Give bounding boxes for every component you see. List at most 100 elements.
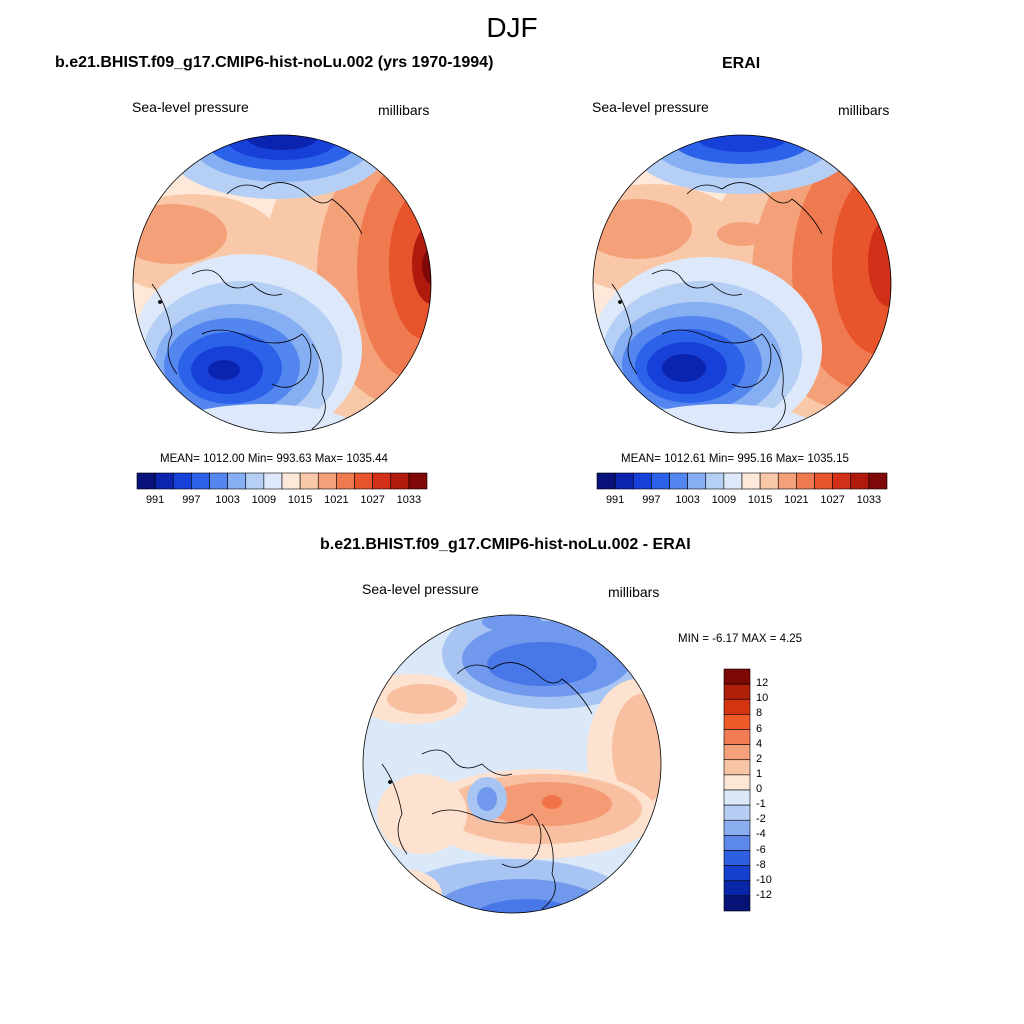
diff-colorbar-label: -12 <box>756 888 772 901</box>
model-colorbar-label: 997 <box>182 494 201 506</box>
diff-colorbar-swatch <box>723 880 751 897</box>
obs-colorbar-swatch <box>687 472 707 490</box>
obs-colorbar-label: 1033 <box>856 494 882 506</box>
obs-field-label: Sea-level pressure <box>592 99 709 115</box>
diff-colorbar-label: -1 <box>756 798 766 811</box>
obs-colorbar-swatch <box>669 472 688 490</box>
obs-colorbar-swatch <box>850 472 870 490</box>
model-stats: MEAN= 1012.00 Min= 993.63 Max= 1035.44 <box>160 453 388 465</box>
model-units-label: millibars <box>378 102 430 118</box>
diff-colorbar-label: 4 <box>756 737 763 750</box>
model-colorbar-swatch <box>227 472 247 490</box>
diff-colorbar-swatch <box>723 819 751 836</box>
diff-colorbar-swatch <box>723 850 751 866</box>
obs-colorbar-label: 1015 <box>747 494 773 506</box>
diff-colorbar-label: 10 <box>756 692 769 705</box>
model-polar-map <box>132 134 432 434</box>
model-colorbar-swatch <box>172 472 192 490</box>
obs-panel-title: ERAI <box>722 55 761 72</box>
model-colorbar-swatch <box>136 472 156 490</box>
model-colorbar-swatch <box>154 472 174 490</box>
model-field-label: Sea-level pressure <box>132 99 249 115</box>
obs-colorbar-labels: 991 997 1003 1009 1015 1021 1027 1033 <box>597 494 887 508</box>
model-colorbar-swatch <box>408 472 428 490</box>
diff-colorbar-label: -6 <box>756 843 766 856</box>
model-colorbar-label: 991 <box>145 494 165 506</box>
model-colorbar-label: 1009 <box>251 494 277 506</box>
diff-colorbar-swatch <box>723 804 751 821</box>
model-colorbar-swatch <box>209 472 228 490</box>
model-colorbar-label: 1003 <box>215 494 240 506</box>
model-colorbar-swatch <box>372 472 392 490</box>
model-colorbar-swatch <box>317 472 337 490</box>
obs-colorbar-swatch <box>705 472 725 490</box>
model-colorbar-swatch <box>263 472 283 490</box>
diff-colorbar-swatch <box>723 668 751 685</box>
model-colorbar-swatch <box>191 472 210 490</box>
diff-colorbar-label: 0 <box>756 783 763 795</box>
diff-colorbar-label: -4 <box>756 828 766 841</box>
figure-title: DJF <box>486 12 538 43</box>
model-colorbar <box>136 472 428 490</box>
obs-colorbar-swatch <box>596 472 616 490</box>
obs-colorbar-swatch <box>741 472 761 490</box>
obs-colorbar-swatch <box>759 472 779 490</box>
obs-colorbar-swatch <box>614 472 634 490</box>
diff-colorbar-labels: 12 10 8 6 4 2 1 0 -1 -2 -4 -6 -8 -10 -12 <box>756 669 796 911</box>
diff-colorbar-label: -2 <box>756 813 766 826</box>
diff-units-label: millibars <box>608 584 660 600</box>
model-colorbar-label: 1015 <box>287 494 313 506</box>
model-panel-title: b.e21.BHIST.f09_g17.CMIP6-hist-noLu.002 … <box>55 54 494 71</box>
obs-stats: MEAN= 1012.61 Min= 995.16 Max= 1035.15 <box>621 453 849 465</box>
obs-colorbar-swatch <box>796 472 815 490</box>
model-colorbar-swatch <box>245 472 265 490</box>
diff-colorbar-swatch <box>723 865 751 882</box>
model-colorbar-swatch <box>354 472 373 490</box>
obs-colorbar-label: 1009 <box>711 494 737 506</box>
obs-colorbar-swatch <box>651 472 670 490</box>
diff-colorbar-swatch <box>723 835 751 851</box>
diff-colorbar-label: 6 <box>756 722 763 735</box>
obs-units-label: millibars <box>838 102 890 118</box>
obs-colorbar-label: 997 <box>642 494 661 506</box>
diff-colorbar <box>723 668 751 912</box>
model-colorbar-swatch <box>390 472 410 490</box>
diff-colorbar-label: -8 <box>756 858 766 871</box>
diff-colorbar-swatch <box>723 774 751 791</box>
model-colorbar-labels: 991 997 1003 1009 1015 1021 1027 1033 <box>137 494 427 508</box>
diff-colorbar-label: -10 <box>756 873 772 886</box>
diff-colorbar-swatch <box>723 698 751 715</box>
obs-colorbar-swatch <box>777 472 797 490</box>
diff-colorbar-swatch <box>723 789 751 806</box>
model-colorbar-label: 1021 <box>324 494 349 506</box>
obs-colorbar <box>596 472 888 490</box>
diff-colorbar-label: 1 <box>756 767 763 780</box>
diff-colorbar-swatch <box>723 683 751 700</box>
obs-colorbar-label: 991 <box>605 494 625 506</box>
model-colorbar-swatch <box>299 472 319 490</box>
diff-colorbar-label: 12 <box>756 677 769 690</box>
model-colorbar-swatch <box>336 472 355 490</box>
obs-colorbar-label: 1027 <box>820 494 845 506</box>
diff-colorbar-swatch <box>723 744 751 761</box>
diff-colorbar-swatch <box>723 759 751 776</box>
diff-colorbar-swatch <box>723 729 751 745</box>
obs-colorbar-swatch <box>632 472 652 490</box>
obs-colorbar-label: 1003 <box>675 494 700 506</box>
model-colorbar-label: 1027 <box>360 494 385 506</box>
diff-colorbar-label: 8 <box>756 707 763 720</box>
model-colorbar-swatch <box>281 472 301 490</box>
diff-colorbar-swatch <box>723 714 751 730</box>
obs-colorbar-label: 1021 <box>784 494 809 506</box>
diff-polar-map <box>362 614 662 914</box>
obs-colorbar-swatch <box>814 472 833 490</box>
model-colorbar-label: 1033 <box>396 494 422 506</box>
diff-stats: MIN = -6.17 MAX = 4.25 <box>678 633 803 645</box>
diff-colorbar-label: 2 <box>756 752 763 765</box>
diff-field-label: Sea-level pressure <box>362 581 479 597</box>
obs-colorbar-swatch <box>868 472 888 490</box>
diff-colorbar-swatch <box>723 895 751 912</box>
obs-colorbar-swatch <box>832 472 852 490</box>
obs-colorbar-swatch <box>723 472 743 490</box>
diff-panel-title: b.e21.BHIST.f09_g17.CMIP6-hist-noLu.002 … <box>320 536 691 553</box>
